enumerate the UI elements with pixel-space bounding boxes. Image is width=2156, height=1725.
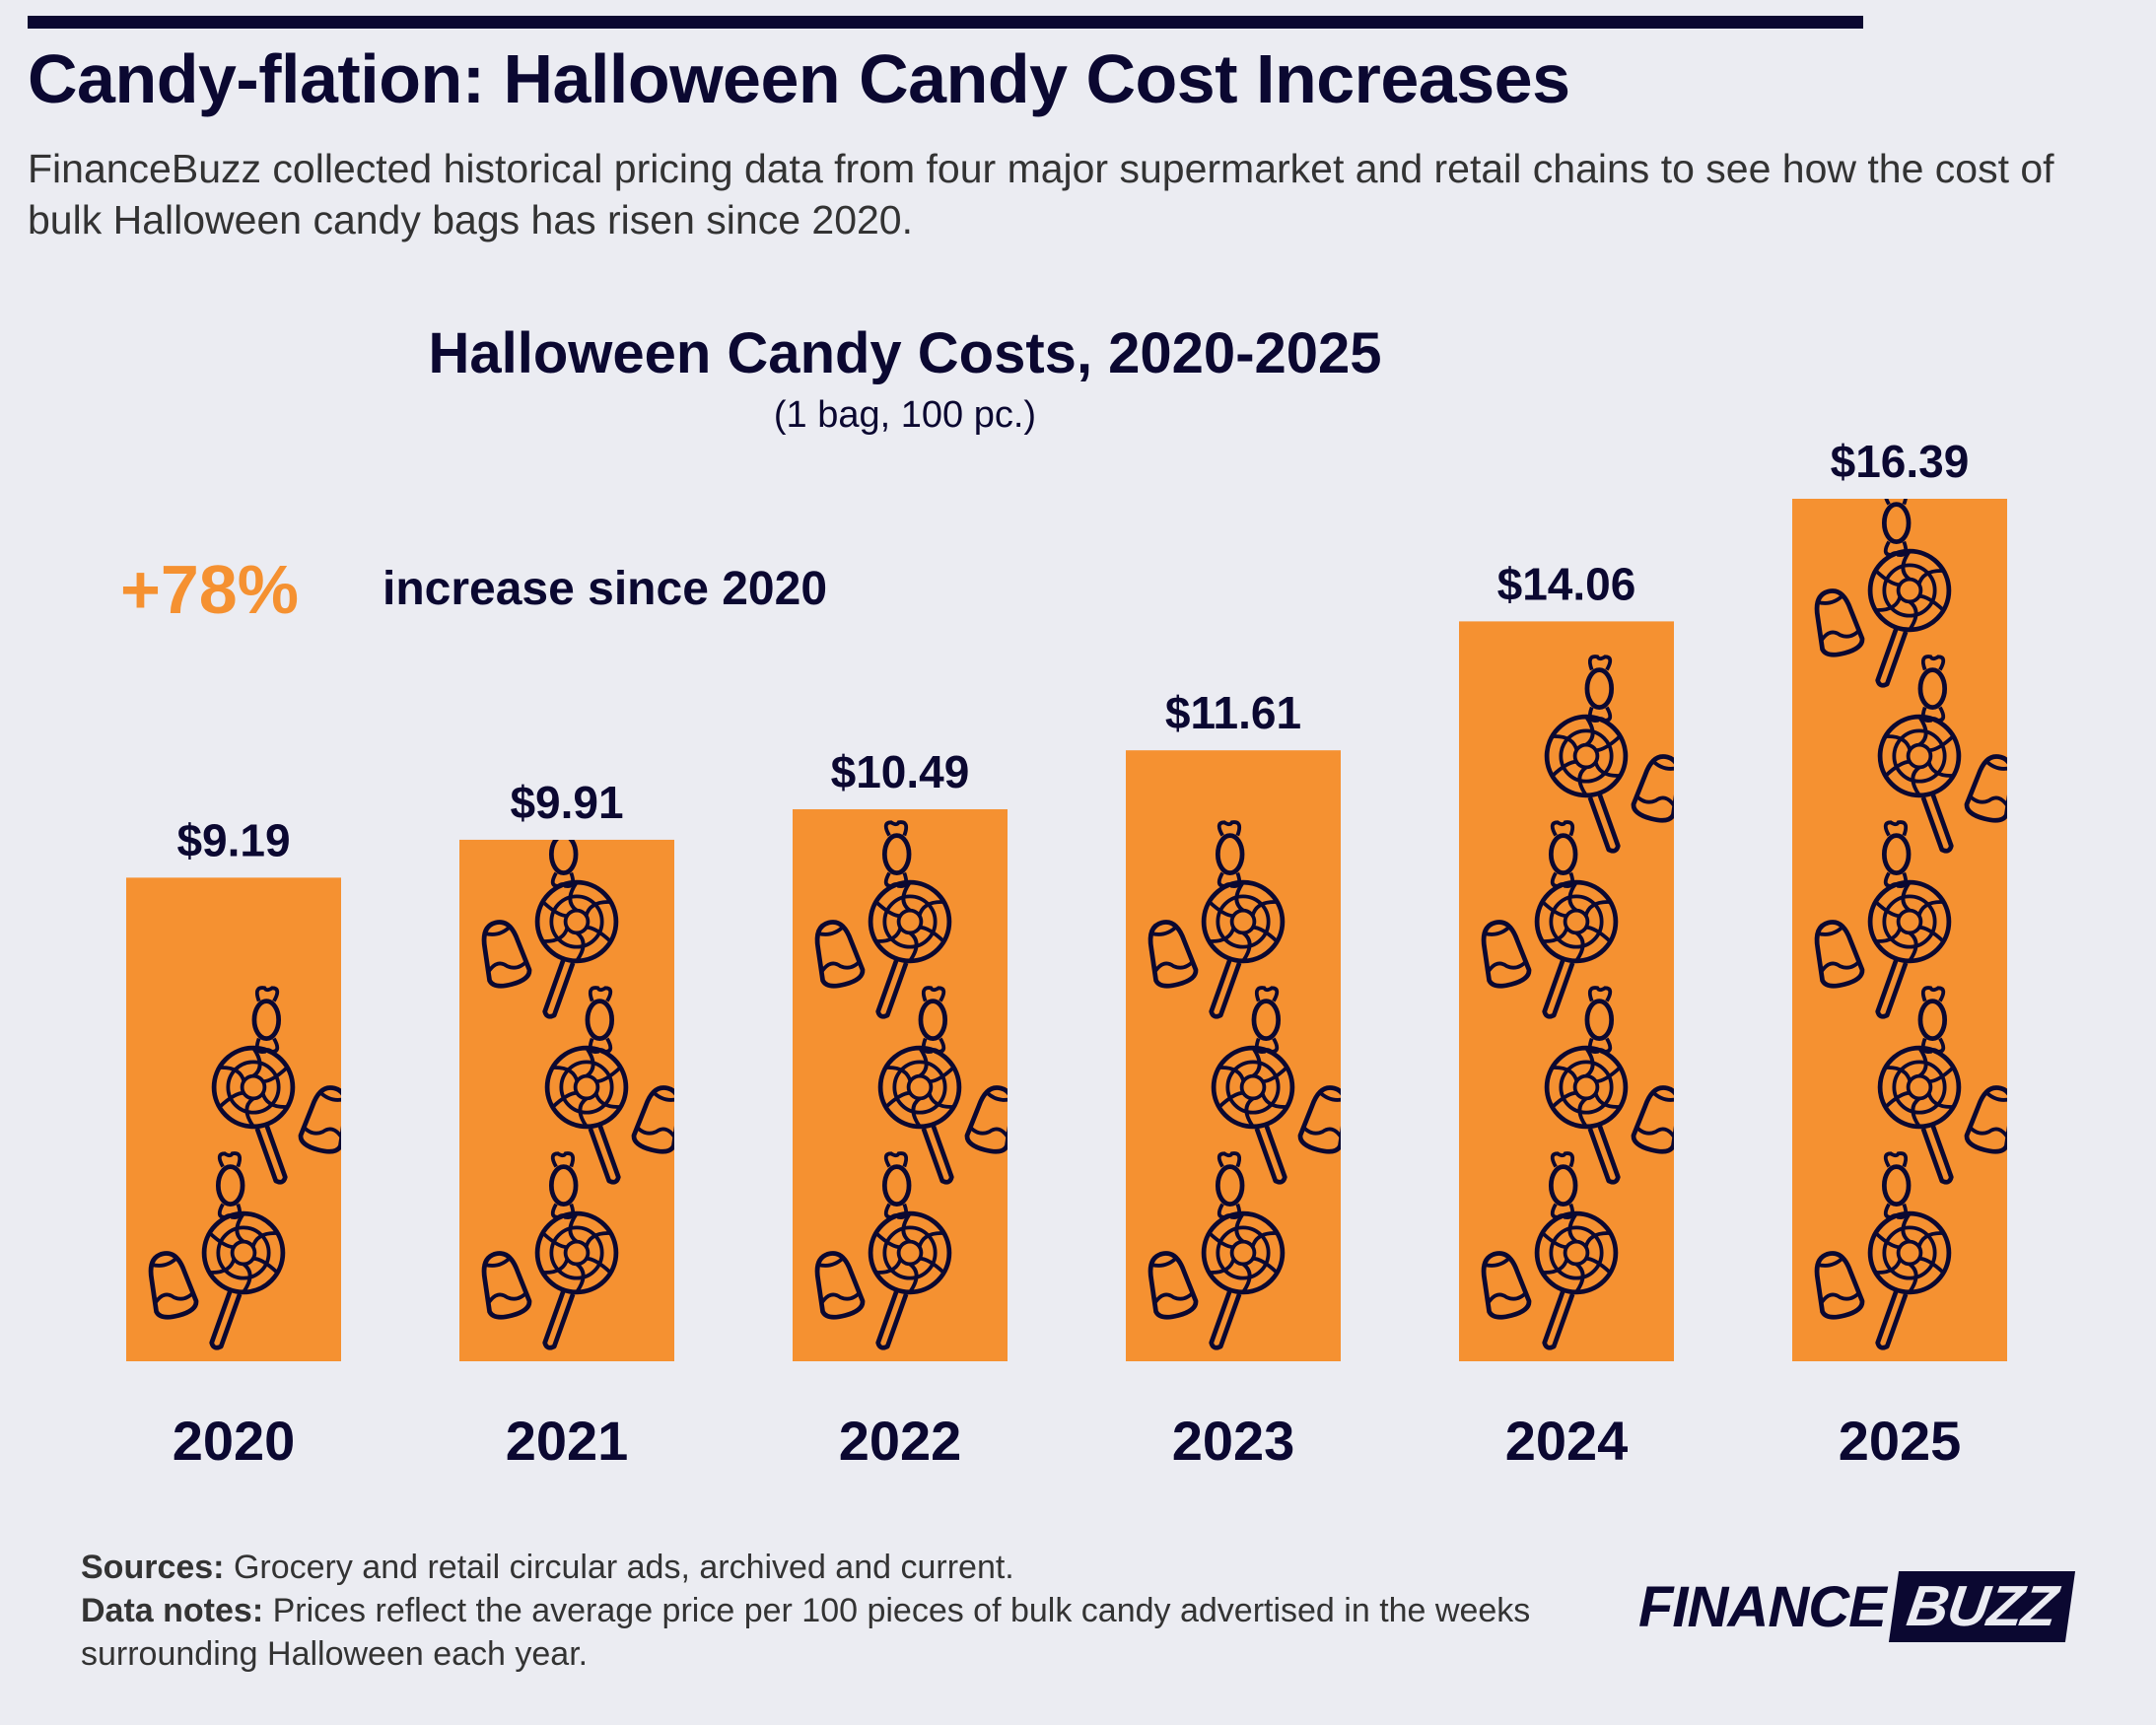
x-tick-label-2024: 2024: [1505, 1410, 1629, 1472]
bar-group-2024: $14.06 2024: [1459, 558, 1674, 1472]
financebuzz-logo: FINANCE BUZZ: [1638, 1571, 2075, 1642]
x-tick-label-2020: 2020: [173, 1410, 296, 1472]
sources-line: Sources: Grocery and retail circular ads…: [81, 1546, 1560, 1589]
bar-group-2022: $10.49 2022: [793, 746, 1008, 1472]
bar-group-2021: $9.91 2021: [459, 777, 674, 1472]
notes-label: Data notes:: [81, 1592, 264, 1629]
data-label-2022: $10.49: [831, 746, 970, 797]
increase-percentage: +78%: [120, 551, 299, 628]
data-label-2025: $16.39: [1831, 436, 1970, 487]
logo-buzz: BUZZ: [1888, 1571, 2075, 1642]
data-label-2020: $9.19: [176, 814, 290, 865]
bar-group-2023: $11.61 2023: [1126, 687, 1341, 1472]
bar-2024: [1459, 621, 1674, 1361]
notes-text: Prices reflect the average price per 100…: [81, 1592, 1531, 1673]
logo-finance: FINANCE: [1638, 1574, 1887, 1639]
increase-label: increase since 2020: [383, 563, 828, 615]
bar-group-2020: $9.19 2020: [126, 814, 341, 1472]
footer-notes: Sources: Grocery and retail circular ads…: [81, 1546, 1560, 1676]
x-tick-label-2021: 2021: [506, 1410, 629, 1472]
bar-2022: [793, 808, 1008, 1361]
chart-subtitle: (1 bag, 100 pc.): [773, 394, 1037, 436]
x-tick-label-2025: 2025: [1839, 1410, 1962, 1472]
notes-line: Data notes: Prices reflect the average p…: [81, 1589, 1560, 1676]
sources-text: Grocery and retail circular ads, archive…: [224, 1549, 1014, 1586]
page-title: Candy-flation: Halloween Candy Cost Incr…: [28, 40, 1570, 117]
data-label-2024: $14.06: [1497, 558, 1636, 609]
x-tick-label-2023: 2023: [1172, 1410, 1295, 1472]
chart-title: Halloween Candy Costs, 2020-2025: [428, 321, 1382, 385]
bar-group-2025: $16.39 2025: [1792, 436, 2007, 1472]
sources-label: Sources:: [81, 1549, 225, 1586]
top-accent-bar: [28, 16, 1863, 29]
data-label-2023: $11.61: [1165, 687, 1301, 738]
page-subtitle: FinanceBuzz collected historical pricing…: [28, 146, 2054, 242]
x-tick-label-2022: 2022: [839, 1410, 962, 1472]
data-label-2021: $9.91: [510, 777, 623, 828]
